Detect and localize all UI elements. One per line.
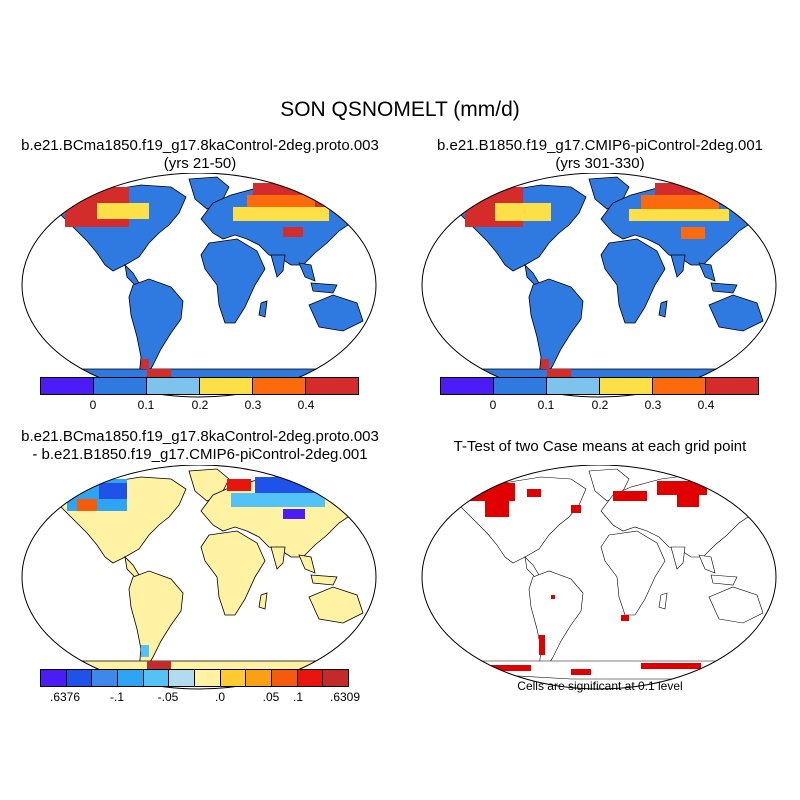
colorbar-diff-swatch-5 xyxy=(169,670,196,686)
andes-diff xyxy=(141,645,149,657)
colorbar-case2-swatch-5 xyxy=(706,378,758,394)
colorbar-diff-swatch-9 xyxy=(272,670,298,686)
colorbar-case1 xyxy=(40,377,359,395)
panel-c-title-line1: b.e21.BCma1850.f19_g17.8kaControl-2deg.p… xyxy=(21,428,379,445)
colorbar-diff-label-5: .1 xyxy=(292,690,304,704)
colorbar-case2-label-2: 0.2 xyxy=(591,398,609,412)
map-case2 xyxy=(421,173,777,398)
antarctic-edge xyxy=(147,369,171,377)
colorbar-diff-swatch-2 xyxy=(92,670,119,686)
colorbar-diff-swatch-3 xyxy=(118,670,144,686)
colorbar-diff-swatch-10 xyxy=(297,670,324,686)
panel-d-title: T-Test of two Case means at each grid po… xyxy=(400,438,800,456)
colorbar-case2-label-3: 0.3 xyxy=(644,398,662,412)
colorbar-diff-swatch-1 xyxy=(66,670,93,686)
colorbar-case2-label-4: 0.4 xyxy=(697,398,715,412)
colorbar-case1-swatch-3 xyxy=(200,378,253,394)
mid-snowmelt-na xyxy=(97,203,149,219)
colorbar-case1-label-3: 0.3 xyxy=(244,398,262,412)
colorbar-case1-swatch-1 xyxy=(94,378,147,394)
antarctic-edge xyxy=(547,369,571,377)
colorbar-diff-label-3: .0 xyxy=(214,690,226,704)
figure-title: SON QSNOMELT (mm/d) xyxy=(280,98,520,121)
mid-snowmelt-eurasia xyxy=(641,195,719,213)
colorbar-diff-label-0: .6376 xyxy=(49,690,81,704)
panel-a-title: b.e21.BCma1850.f19_g17.8kaControl-2deg.p… xyxy=(0,137,400,173)
andes-snowmelt xyxy=(141,359,149,369)
colorbar-diff-swatch-7 xyxy=(220,670,247,686)
tibet-diff xyxy=(283,509,305,519)
panel-d-title-line1: T-Test of two Case means at each grid po… xyxy=(453,438,747,455)
antarctic-edge xyxy=(147,661,171,669)
mid-snowmelt-na xyxy=(495,203,551,221)
negative-diff-eurasia xyxy=(231,493,325,507)
map-difference xyxy=(21,465,377,690)
colorbar-case2-swatch-2 xyxy=(547,378,600,394)
colorbar-case1-label-0: 0 xyxy=(89,398,97,412)
significance-note: Cells are significant at 0.1 level xyxy=(517,679,683,693)
strong-negative-na xyxy=(99,483,127,499)
colorbar-diff-swatch-8 xyxy=(246,670,273,686)
colorbar-diff-swatch-4 xyxy=(143,670,170,686)
colorbar-case1-swatch-5 xyxy=(306,378,358,394)
colorbar-diff-swatch-6 xyxy=(195,670,221,686)
colorbar-diff-swatch-11 xyxy=(323,670,349,686)
colorbar-diff-label-2: -.05 xyxy=(157,690,179,704)
colorbar-diff-swatch-0 xyxy=(41,670,67,686)
colorbar-case1-label-1: 0.1 xyxy=(137,398,155,412)
andes-snowmelt xyxy=(541,359,549,369)
low-snowmelt-eurasia xyxy=(629,209,729,221)
panel-c-title-line2: - b.e21.B1850.f19_g17.CMIP6-piControl-2d… xyxy=(32,446,368,463)
map-ttest-significance xyxy=(421,465,777,690)
tibet-snowmelt xyxy=(283,227,303,237)
colorbar-case2 xyxy=(440,377,759,395)
colorbar-case2-swatch-1 xyxy=(494,378,547,394)
colorbar-case1-swatch-4 xyxy=(253,378,306,394)
colorbar-diff-label-4: .05 xyxy=(262,690,280,704)
colorbar-diff-label-1: -.1 xyxy=(109,690,125,704)
colorbar-diff-label-6: .6309 xyxy=(329,690,361,704)
map-case1 xyxy=(21,173,377,398)
colorbar-case1-label-2: 0.2 xyxy=(191,398,209,412)
low-snowmelt-eurasia xyxy=(233,207,329,221)
colorbar-case1-swatch-2 xyxy=(147,378,200,394)
colorbar-case2-swatch-4 xyxy=(653,378,706,394)
positive-diff-eurasia xyxy=(227,479,251,491)
positive-diff-na xyxy=(77,499,97,511)
colorbar-case2-label-0: 0 xyxy=(489,398,497,412)
panel-a-title-line2: (yrs 21-50) xyxy=(163,155,237,172)
panel-c-title: b.e21.BCma1850.f19_g17.8kaControl-2deg.p… xyxy=(0,428,400,464)
colorbar-case1-swatch-0 xyxy=(41,378,94,394)
colorbar-case2-swatch-3 xyxy=(600,378,653,394)
panel-a-title-line1: b.e21.BCma1850.f19_g17.8kaControl-2deg.p… xyxy=(21,137,379,154)
panel-b-title-line2: (yrs 301-330) xyxy=(555,155,645,172)
colorbar-case2-label-1: 0.1 xyxy=(537,398,555,412)
colorbar-case2-swatch-0 xyxy=(441,378,494,394)
tibet-snowmelt xyxy=(681,227,705,239)
colorbar-difference xyxy=(40,669,349,687)
panel-b-title-line1: b.e21.B1850.f19_g17.CMIP6-piControl-2deg… xyxy=(436,137,764,154)
panel-b-title: b.e21.B1850.f19_g17.CMIP6-piControl-2deg… xyxy=(400,137,800,173)
colorbar-case1-label-4: 0.4 xyxy=(297,398,315,412)
